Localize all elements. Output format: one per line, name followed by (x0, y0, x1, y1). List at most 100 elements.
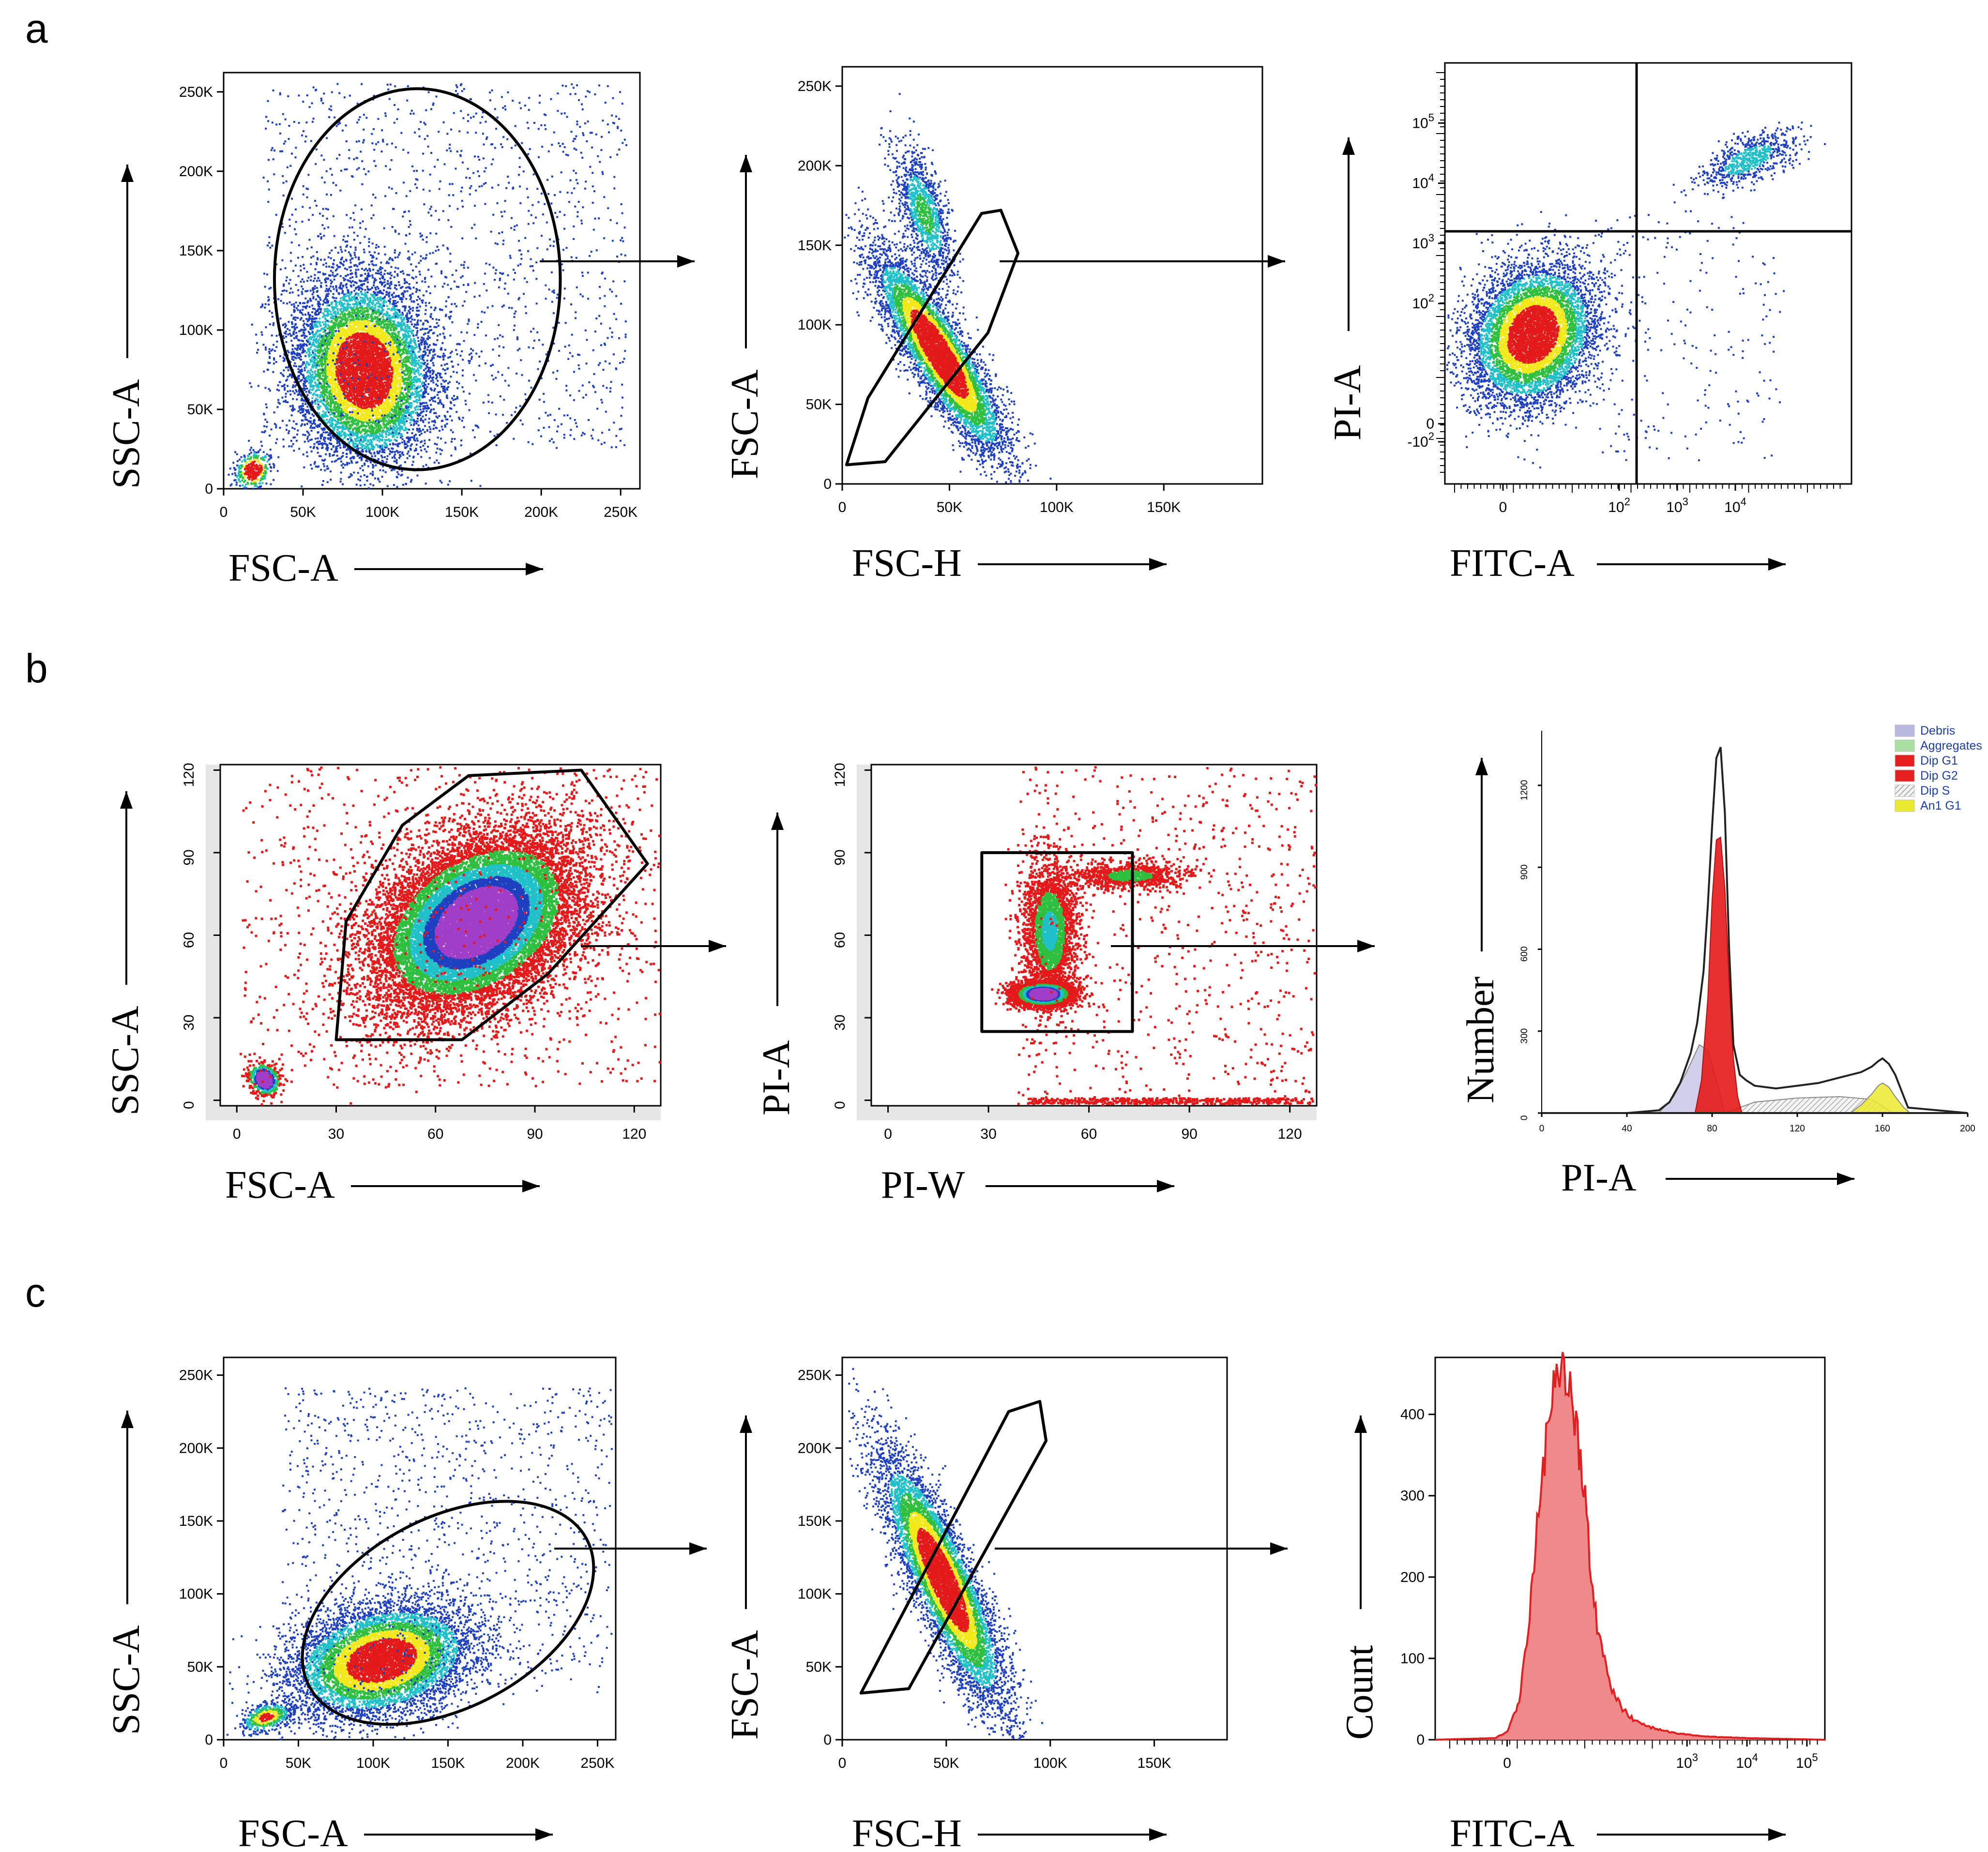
event-cloud (1446, 211, 1646, 469)
event-dots (890, 1473, 997, 1688)
x-tick-label: 0 (838, 1755, 847, 1771)
y-tick-label: 300 (1400, 1488, 1425, 1504)
x-axis-title: FSC-A (228, 547, 338, 589)
tick-exponent: 4 (1752, 1751, 1758, 1763)
x-tick-label: 90 (527, 1126, 543, 1142)
series-dip-g1 (1694, 836, 1743, 1114)
event-dots (267, 768, 661, 1105)
tick-exponent: 3 (1683, 496, 1688, 508)
event-cloud (991, 971, 1097, 1014)
gate-polygon (859, 1400, 1048, 1695)
plot-b3-cell-cycle-histogram: 0 40 80 120 160 200 0 300 600 900 1200 DebrisAggreg… (1459, 724, 1982, 1199)
y-axis-title: PI-A (755, 1040, 798, 1115)
x-tick-label: 250K (580, 1755, 614, 1771)
x-tick-label: 90 (1181, 1126, 1197, 1142)
tick-exponent: 3 (1428, 232, 1434, 244)
x-axis-title: PI-A (1561, 1157, 1637, 1199)
y-tick-label: -102 (1407, 430, 1434, 450)
plot-frame (841, 66, 1263, 485)
y-tick-label: 600 (1519, 947, 1530, 962)
x-tick-label: 50K (933, 1755, 959, 1771)
x-tick-label: 100K (1033, 1755, 1067, 1771)
x-tick-label: 100K (365, 504, 399, 520)
axis-arrow-head (120, 791, 133, 809)
y-tick-label: 200K (798, 158, 832, 174)
legend-swatch (1895, 724, 1915, 737)
plot-frame (1434, 1356, 1826, 1741)
y-tick-label: 0 (1416, 1732, 1425, 1748)
y-axis-title: SSC-A (105, 379, 148, 489)
axis-arrow-head (709, 940, 726, 952)
axis-band (857, 765, 871, 1120)
legend-label: Dip G2 (1920, 769, 1958, 783)
y-tick-label: 50K (187, 1659, 213, 1675)
tick-exponent: 3 (1692, 1751, 1698, 1763)
x-tick-label: 150K (445, 504, 479, 520)
plot-frame (223, 72, 641, 490)
event-dots (1724, 145, 1772, 175)
y-tick-label: 0 (1519, 1115, 1530, 1121)
y-tick-label: 0 (832, 1101, 848, 1109)
y-tick-label: 0 (205, 481, 213, 497)
legend-label: Dip G1 (1920, 754, 1958, 768)
event-dots (423, 875, 530, 970)
x-tick-label: 30 (980, 1126, 996, 1142)
y-axis-title: SSC-A (105, 1625, 148, 1735)
x-tick-label: 150K (1138, 1755, 1171, 1771)
y-tick-label: 104 (1412, 172, 1434, 192)
y-tick-label: 0 (1426, 416, 1434, 432)
y-tick-label: 150K (798, 1513, 832, 1529)
axis-arrow-head (1837, 1173, 1854, 1185)
axis-arrow-head (1357, 940, 1375, 952)
x-tick-label: 104 (1736, 1751, 1758, 1771)
y-tick-label: 100K (179, 1586, 213, 1602)
x-tick-label: 0 (838, 499, 847, 515)
x-tick-label: 100K (356, 1755, 390, 1771)
plot-frame (870, 764, 1318, 1107)
y-axis-title: Count (1338, 1645, 1381, 1740)
plot-c2-fsca-vs-fsch: 0 50K 100K 150K 0 50K 100K 150K 200K 250K FSC-H FSC… (724, 1356, 1228, 1852)
tick-base: 10 (1412, 115, 1428, 131)
x-tick-label: 200K (524, 504, 558, 520)
event-dots (334, 1630, 430, 1691)
event-cloud (879, 93, 965, 315)
event-dots (346, 1638, 417, 1683)
axis-arrow-head (740, 155, 752, 172)
y-tick-label: 90 (181, 849, 197, 865)
gate-polygon (334, 768, 649, 1041)
x-tick-label: 200 (1960, 1124, 1975, 1134)
x-axis-title: FITC-A (1450, 1812, 1575, 1852)
x-tick-label: 0 (1499, 499, 1507, 515)
y-tick-label: 50K (806, 1659, 832, 1675)
y-tick-label: 200K (179, 1440, 213, 1456)
x-axis-title: FSC-H (852, 542, 962, 585)
event-dots (1041, 911, 1059, 951)
y-tick-label: 200K (179, 164, 213, 180)
flow-arrow-c1-c2 (554, 1542, 707, 1555)
y-tick-label: 102 (1412, 292, 1434, 312)
event-dots (250, 1707, 283, 1727)
x-tick-label: 30 (328, 1126, 344, 1142)
event-dots (254, 1709, 279, 1725)
axis-arrow-head (1354, 1415, 1367, 1433)
tick-exponent: 5 (1428, 111, 1434, 123)
event-dots (1446, 211, 1646, 469)
y-tick-label: 250K (179, 1368, 213, 1384)
axis-arrow-head (1268, 255, 1285, 268)
event-cloud (267, 768, 661, 1105)
gate-ellipse (273, 87, 562, 471)
event-cloud (249, 204, 510, 489)
series-total-outline (1542, 747, 1968, 1114)
x-tick-label: 120 (622, 1126, 646, 1142)
legend-label: Aggregates (1920, 739, 1982, 753)
y-tick-label: 400 (1400, 1407, 1425, 1423)
y-tick-label: 120 (181, 763, 197, 787)
x-tick-label: 0 (1503, 1755, 1511, 1771)
y-tick-label: 300 (1519, 1028, 1530, 1044)
axis-arrow-head (1475, 758, 1488, 775)
event-dots (335, 332, 394, 409)
plot-c1-ssc-vs-fsc: 0 50K 100K 150K 200K 250K 0 50K 100K 150K 200K 250K… (105, 1356, 617, 1852)
event-dots (902, 296, 978, 412)
axis-arrow-head (1342, 137, 1355, 155)
